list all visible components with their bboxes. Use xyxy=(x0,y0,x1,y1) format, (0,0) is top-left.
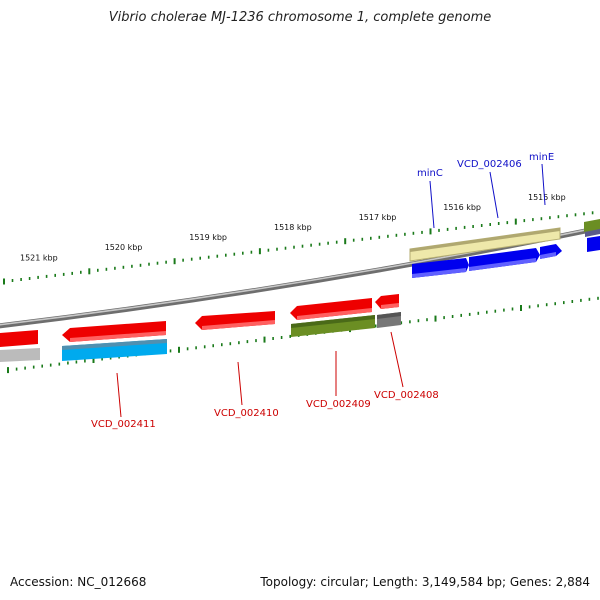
gene-label-minE[interactable]: minE xyxy=(529,152,554,163)
plus-strand-features xyxy=(409,219,600,278)
gray-feature-edge[interactable] xyxy=(0,348,40,362)
VCD_002409-arrow[interactable] xyxy=(290,298,372,320)
scale-label: 1518 kbp xyxy=(274,223,312,232)
gene-labels: minC VCD_002406 minE VCD_002411 VCD_0024… xyxy=(91,152,554,430)
gene-feature-olive-edge[interactable] xyxy=(584,219,600,232)
minE-arrow-shade xyxy=(540,252,556,259)
VCD_002409-arrow-shade xyxy=(297,308,372,320)
accession-text: Accession: NC_012668 xyxy=(10,575,147,589)
gene-label-VCD_002406[interactable]: VCD_002406 xyxy=(457,159,522,170)
gene-label-VCD_002409[interactable]: VCD_002409 xyxy=(306,399,371,410)
VCD_002406-arrow-shade xyxy=(469,258,536,271)
scale-ticks-outer xyxy=(3,211,594,285)
VCD_002408-arrow-shade xyxy=(381,303,399,309)
red-feature-edge[interactable] xyxy=(0,330,38,347)
blue-feature-edge[interactable] xyxy=(587,236,600,252)
olive-feature-shade xyxy=(291,315,375,328)
gene-label-VCD_002411[interactable]: VCD_002411 xyxy=(91,419,156,430)
minus-label-lines xyxy=(116,331,404,418)
gene-feature-khaki-highlight xyxy=(410,228,560,252)
scale-label: 1520 kbp xyxy=(105,243,143,252)
gene-feature-slate-edge[interactable] xyxy=(585,229,600,237)
cyan-feature-shade xyxy=(62,339,167,350)
VCD_002411-arrow-shade xyxy=(70,331,166,342)
scale-labels: 1521 kbp 1520 kbp 1519 kbp 1518 kbp 1517 kbp… xyxy=(20,193,566,262)
scale-label: 1519 kbp xyxy=(189,233,227,242)
minus-strand-features xyxy=(0,294,401,362)
scale-label: 1521 kbp xyxy=(20,254,58,263)
scale-label: 1515 kbp xyxy=(528,193,566,202)
scale-label: 1517 kbp xyxy=(359,213,397,222)
minC-arrow-shade xyxy=(412,268,466,278)
VCD_002410-arrow-shade xyxy=(202,320,275,330)
gene-label-VCD_002410[interactable]: VCD_002410 xyxy=(214,408,279,419)
genome-summary-text: Topology: circular; Length: 3,149,584 bp… xyxy=(260,575,590,589)
gene-label-minC[interactable]: minC xyxy=(417,168,443,179)
darkgray-feature-shade xyxy=(377,312,401,319)
plus-label-lines xyxy=(429,163,546,229)
scale-label: 1516 kbp xyxy=(443,203,481,212)
map-title: Vibrio cholerae MJ-1236 chromosome 1, co… xyxy=(108,10,492,25)
gene-label-VCD_002408[interactable]: VCD_002408 xyxy=(374,390,439,401)
